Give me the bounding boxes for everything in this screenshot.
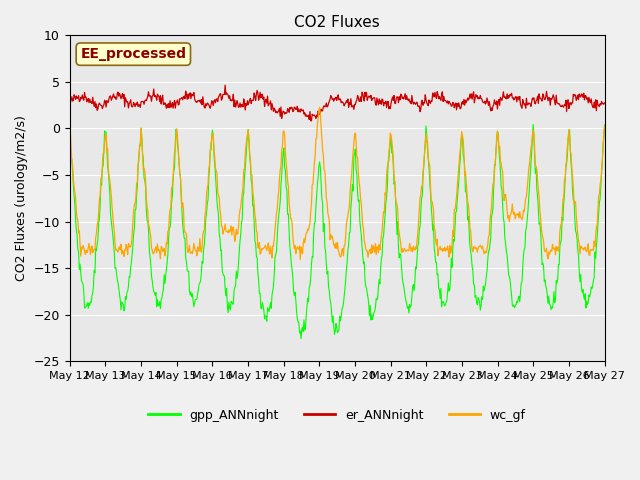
gpp_ANNnight	[131, 225, 138, 230]
gpp_ANNnight	[297, 336, 305, 341]
wc_gf	[66, 123, 74, 129]
wc_gf	[419, 169, 427, 175]
wc_gf	[316, 105, 323, 110]
wc_gf	[131, 202, 138, 207]
gpp_ANNnight	[213, 198, 221, 204]
gpp_ANNnight	[66, 124, 74, 130]
gpp_ANNnight	[601, 122, 609, 128]
Line: gpp_ANNnight: gpp_ANNnight	[70, 124, 605, 338]
er_ANNnight	[213, 96, 221, 102]
Title: CO2 Fluxes: CO2 Fluxes	[294, 15, 380, 30]
wc_gf	[296, 257, 304, 263]
er_ANNnight	[601, 100, 609, 106]
Text: EE_processed: EE_processed	[81, 47, 186, 61]
wc_gf	[213, 170, 221, 176]
Line: er_ANNnight: er_ANNnight	[70, 85, 605, 121]
Line: wc_gf: wc_gf	[70, 108, 605, 260]
gpp_ANNnight	[419, 193, 426, 199]
gpp_ANNnight	[76, 266, 83, 272]
gpp_ANNnight	[403, 300, 410, 306]
wc_gf	[76, 228, 83, 234]
wc_gf	[601, 123, 609, 129]
er_ANNnight	[419, 102, 427, 108]
wc_gf	[185, 248, 193, 254]
er_ANNnight	[66, 98, 74, 104]
er_ANNnight	[76, 98, 83, 104]
Y-axis label: CO2 Fluxes (urology/m2/s): CO2 Fluxes (urology/m2/s)	[15, 115, 28, 281]
gpp_ANNnight	[529, 121, 537, 127]
er_ANNnight	[221, 82, 229, 88]
Legend: gpp_ANNnight, er_ANNnight, wc_gf: gpp_ANNnight, er_ANNnight, wc_gf	[143, 404, 531, 427]
er_ANNnight	[185, 96, 193, 101]
er_ANNnight	[131, 101, 138, 107]
gpp_ANNnight	[185, 268, 193, 274]
er_ANNnight	[404, 96, 412, 102]
er_ANNnight	[308, 118, 316, 124]
wc_gf	[404, 247, 412, 253]
